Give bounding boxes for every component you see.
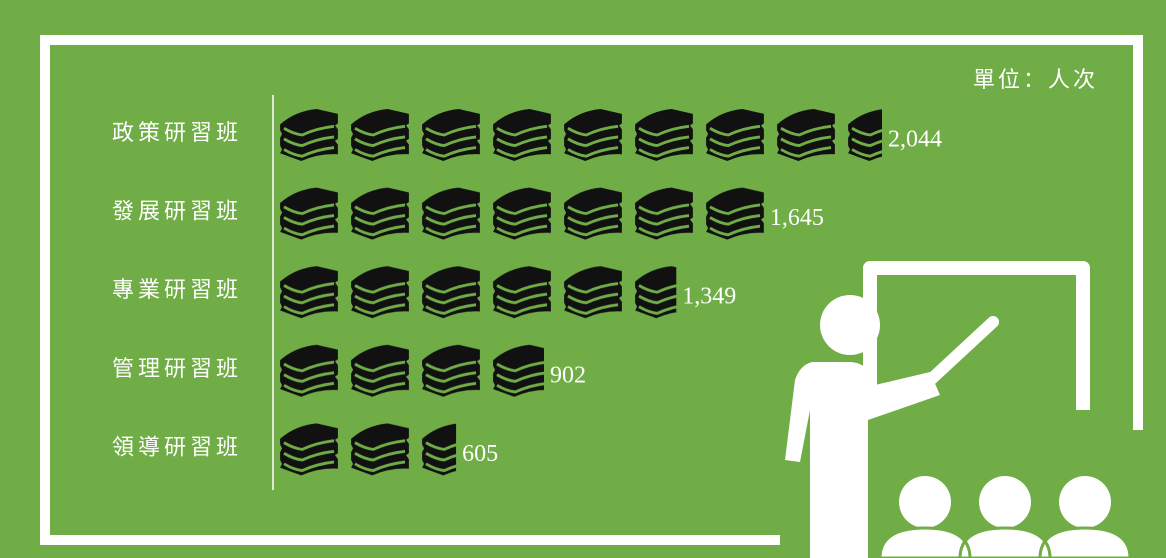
value-label: 2,044 [888,127,942,153]
value-label: 1,645 [770,205,824,231]
teacher-icon [785,261,1132,558]
value-label: 1,349 [682,284,736,310]
category-label: 政策研習班 [112,120,242,145]
icon-bar [277,185,764,242]
icon-bar [277,342,544,399]
icon-bar [277,107,883,163]
category-label: 發展研習班 [112,199,242,224]
frame [40,35,1143,545]
category-label: 專業研習班 [112,277,242,302]
icon-bar [277,264,677,321]
value-label: 605 [462,441,498,467]
icon-bar [277,421,457,478]
unit-label: 單位：人次 [973,67,1098,92]
value-label: 902 [550,362,586,388]
category-label: 領導研習班 [112,434,242,459]
category-label: 管理研習班 [112,356,242,381]
